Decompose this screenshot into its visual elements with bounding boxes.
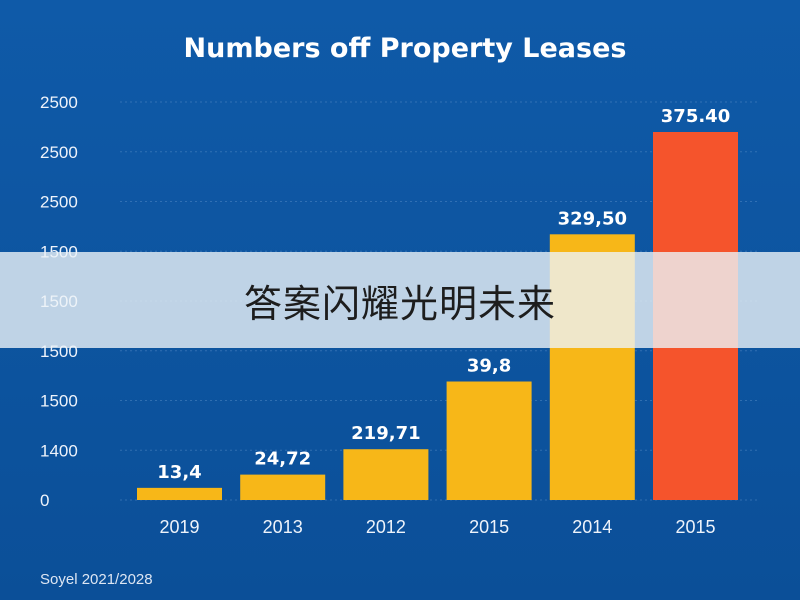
- bar: [240, 474, 326, 500]
- source-note: Soyel 2021/2028: [40, 571, 153, 588]
- x-axis-ticks: 2019 2013 2012 2015 2014 2015: [159, 517, 715, 537]
- overlay-banner: 答案闪耀光明未来: [0, 252, 800, 348]
- x-tick-label: 2014: [572, 517, 612, 537]
- overlay-banner-text: 答案闪耀光明未来: [243, 281, 556, 326]
- y-tick-label: 2500: [40, 143, 78, 162]
- x-tick-label: 2012: [366, 517, 406, 537]
- data-label: 24,72: [254, 449, 311, 470]
- bar: [137, 487, 222, 500]
- x-tick-label: 2015: [469, 517, 509, 537]
- y-tick-label: 2500: [40, 193, 78, 212]
- data-label: 219,71: [351, 423, 420, 444]
- y-tick-label: 0: [40, 491, 49, 510]
- data-label: 329,50: [558, 208, 627, 229]
- bar: [343, 449, 429, 500]
- data-label: 39,8: [467, 356, 511, 377]
- x-tick-label: 2019: [159, 517, 199, 537]
- chart-title: Numbers off Property Leases: [184, 33, 627, 64]
- y-tick-label: 1400: [40, 441, 78, 460]
- x-tick-label: 2015: [675, 517, 715, 537]
- y-tick-label: 1500: [40, 392, 78, 411]
- x-tick-label: 2013: [263, 517, 303, 537]
- bar: [446, 381, 532, 500]
- y-tick-label: 2500: [40, 93, 78, 112]
- data-label: 375.40: [661, 106, 730, 127]
- data-label: 13,4: [157, 462, 201, 483]
